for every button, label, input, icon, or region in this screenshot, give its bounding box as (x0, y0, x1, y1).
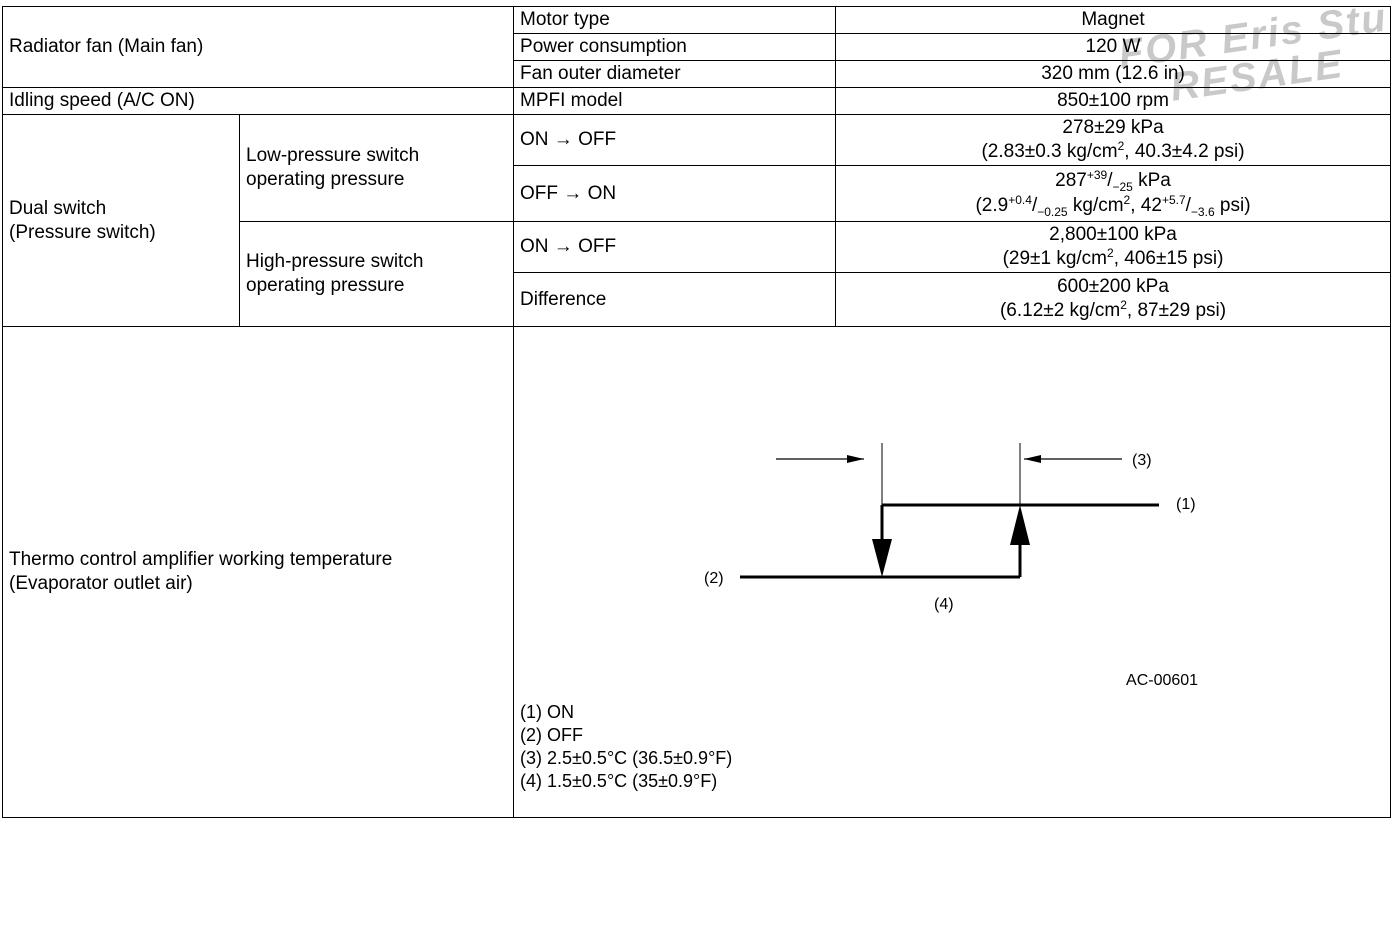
high-on-off-line2a: (29±1 kg/cm (1002, 247, 1108, 269)
difference-line1: 600±200 kPa (1057, 276, 1169, 297)
dual-switch-line2: (Pressure switch) (9, 221, 156, 243)
low-off-on-line1: 287+39/−25 kPa (842, 167, 1384, 194)
diagram-label-3: (3) (1132, 452, 1152, 469)
off-on-l2b: / (1031, 194, 1038, 216)
motor-type-value: Magnet (835, 6, 1392, 34)
off-on-l2sub1: −0.25 (1037, 204, 1068, 219)
down-arrow-head (872, 539, 893, 577)
low-off-on-line2: (2.9+0.4/−0.25 kg/cm2, 42+5.7/−3.6 psi) (842, 192, 1384, 219)
off-on-l2sup1: +0.4 (1008, 192, 1032, 207)
off-on-l2a: (2.9 (975, 194, 1009, 216)
low-pressure-line1: Low-pressure switch (246, 145, 420, 166)
dual-switch-label: Dual switch (Pressure switch) (2, 114, 240, 327)
low-off-on-name: OFF → ON (513, 165, 837, 222)
off-on-l2c: kg/cm (1067, 194, 1124, 216)
high-on-off-line1: 2,800±100 kPa (1049, 223, 1177, 245)
difference-line2b: , 87±29 psi) (1126, 300, 1227, 321)
low-on-off-line2a: (2.83±0.3 kg/cm (981, 140, 1118, 162)
low-on-off-line2: (2.83±0.3 kg/cm2, 40.3±4.2 psi) (842, 138, 1384, 165)
hysteresis-svg (740, 443, 1160, 579)
radiator-label: Radiator fan (Main fan) (1, 6, 515, 88)
off-on-l2sup2: 2 (1123, 192, 1131, 207)
off-on-l2e: / (1185, 194, 1191, 216)
mpfi-name: MPFI model (513, 87, 837, 115)
diagram-legend: (1) ON (2) OFF (3) 2.5±0.5°C (36.5±0.9°F… (520, 701, 732, 793)
difference-value: 600±200 kPa (6.12±2 kg/cm2, 87±29 psi) (835, 272, 1392, 327)
thermo-label: Thermo control amplifier working tempera… (1, 326, 515, 818)
off-on-l2sup3: +5.7 (1161, 192, 1186, 207)
mpfi-value: 850±100 rpm (835, 87, 1392, 115)
low-off-on-value: 287+39/−25 kPa (2.9+0.4/−0.25 kg/cm2, 42… (835, 165, 1392, 222)
diagram-label-1: (1) (1176, 496, 1196, 513)
legend-item-4: (4) 1.5±0.5°C (35±0.9°F) (520, 771, 718, 791)
low-on-off-line1: 278±29 kPa (1062, 116, 1164, 138)
difference-name: Difference (513, 272, 837, 327)
low-pressure-line2: operating pressure (246, 169, 405, 190)
high-on-off-name: ON → OFF (513, 221, 837, 273)
low-pressure-label: Low-pressure switch operating pressure (238, 114, 515, 222)
fan-diameter-name: Fan outer diameter (513, 60, 837, 88)
dim-arrow-right (1024, 455, 1042, 463)
diagram-code: AC-00601 (1126, 672, 1199, 689)
off-on-sub: −25 (1112, 179, 1133, 194)
fan-diameter-value: 320 mm (12.6 in) (835, 60, 1392, 88)
low-on-off-line2b: , 40.3±4.2 psi) (1124, 140, 1245, 162)
high-on-off-line2: (29±1 kg/cm2, 406±15 psi) (842, 245, 1384, 272)
off-on-unit: kPa (1132, 169, 1171, 191)
thermo-diagram-cell: (3) (1) (2) (4) AC-00601 (1) ON (2) OFF … (513, 326, 1392, 818)
power-consumption-name: Power consumption (513, 33, 837, 61)
off-on-main: 287 (1055, 169, 1087, 191)
motor-type-name: Motor type (513, 6, 837, 34)
off-on-l2d: , 42 (1130, 194, 1162, 216)
off-on-l2f: psi) (1214, 194, 1251, 216)
difference-sup: 2 (1120, 298, 1127, 312)
high-pressure-line2: operating pressure (246, 275, 405, 296)
low-on-off-sup: 2 (1117, 138, 1125, 153)
off-on-sup: +39 (1086, 167, 1108, 182)
up-arrow-head (1010, 505, 1031, 545)
low-on-off-value: 278±29 kPa (2.83±0.3 kg/cm2, 40.3±4.2 ps… (835, 114, 1392, 166)
off-on-l2sub2: −3.6 (1190, 204, 1215, 219)
diagram-label-2: (2) (704, 570, 724, 587)
difference-line2: (6.12±2 kg/cm2, 87±29 psi) (842, 298, 1384, 324)
high-on-off-value: 2,800±100 kPa (29±1 kg/cm2, 406±15 psi) (835, 221, 1392, 273)
legend-item-2: (2) OFF (520, 725, 584, 745)
thermo-line2: (Evaporator outlet air) (9, 573, 193, 594)
difference-line2a: (6.12±2 kg/cm (999, 300, 1121, 321)
off-on-slash: / (1107, 169, 1113, 191)
dim-arrow-left (847, 455, 865, 463)
high-pressure-line1: High-pressure switch (246, 251, 424, 272)
low-on-off-name: ON → OFF (513, 114, 837, 166)
legend-item-3: (3) 2.5±0.5°C (36.5±0.9°F) (520, 748, 733, 768)
dual-switch-line1: Dual switch (9, 197, 107, 219)
high-on-off-line2b: , 406±15 psi) (1113, 247, 1224, 269)
power-consumption-value: 120 W (835, 33, 1392, 61)
legend-item-1: (1) ON (520, 702, 575, 722)
spec-table: Radiator fan (Main fan) Motor type Magne… (1, 6, 1392, 818)
diagram-label-4: (4) (934, 596, 954, 613)
hysteresis-diagram: (3) (1) (2) (4) AC-00601 (1) ON (2) OFF … (514, 327, 1388, 817)
thermo-line1: Thermo control amplifier working tempera… (9, 549, 393, 570)
idling-label: Idling speed (A/C ON) (1, 87, 515, 115)
high-pressure-label: High-pressure switch operating pressure (238, 221, 515, 327)
high-on-off-sup: 2 (1107, 245, 1114, 260)
